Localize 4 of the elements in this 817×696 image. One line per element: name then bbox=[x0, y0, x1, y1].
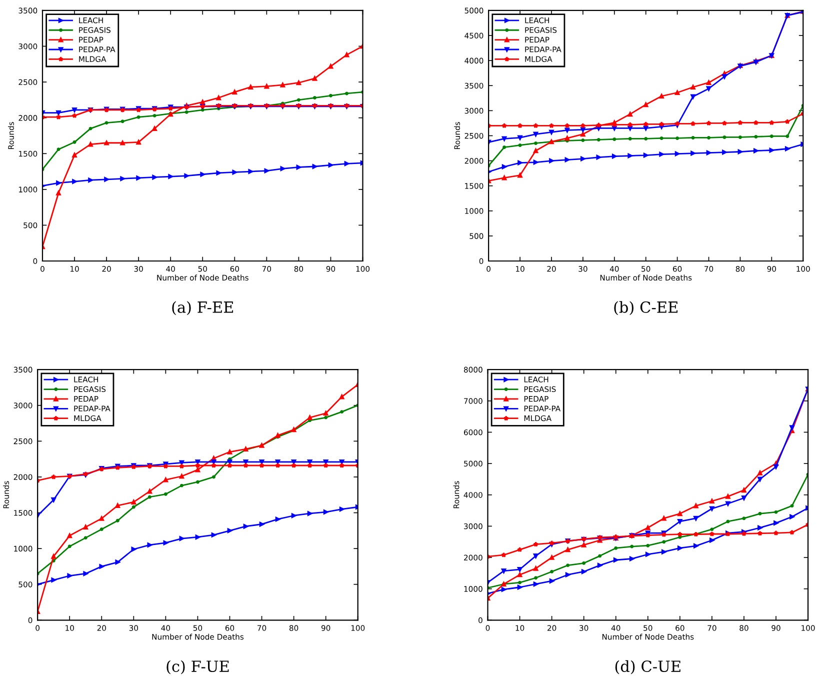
text: (c) F-UE bbox=[166, 660, 229, 674]
text: (d) C-UE bbox=[615, 660, 680, 674]
text: (b) C-EE bbox=[614, 301, 678, 316]
text: (a) F-EE bbox=[172, 301, 234, 316]
